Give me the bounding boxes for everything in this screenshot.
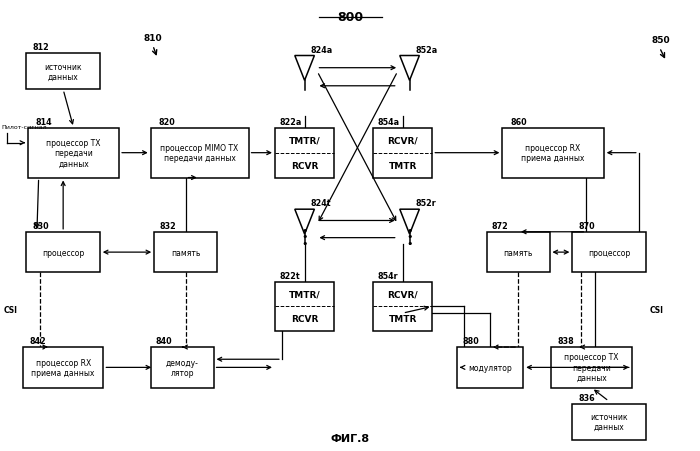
Text: ФИГ.8: ФИГ.8 bbox=[330, 433, 370, 443]
Text: память: память bbox=[503, 248, 533, 257]
Text: 850: 850 bbox=[651, 36, 670, 45]
Text: источник
данных: источник данных bbox=[590, 412, 628, 431]
Text: RCVR/: RCVR/ bbox=[387, 290, 418, 299]
Text: процессор: процессор bbox=[42, 248, 84, 257]
Text: Пилот-сигнал: Пилот-сигнал bbox=[1, 125, 47, 130]
Text: 822t: 822t bbox=[279, 271, 300, 280]
Text: •: • bbox=[301, 232, 308, 242]
Text: •: • bbox=[301, 239, 308, 249]
Bar bbox=[373, 129, 433, 178]
Bar bbox=[23, 347, 104, 388]
Text: демоду-
лятор: демоду- лятор bbox=[166, 358, 199, 377]
Text: процессор TX
передачи
данных: процессор TX передачи данных bbox=[46, 138, 101, 168]
Text: TMTR: TMTR bbox=[389, 315, 416, 323]
Bar bbox=[503, 129, 604, 178]
Text: RCVR: RCVR bbox=[291, 161, 318, 170]
Text: RCVR: RCVR bbox=[291, 315, 318, 323]
Text: процессор RX
приема данных: процессор RX приема данных bbox=[32, 358, 94, 377]
Text: процессор TX
передачи
данных: процессор TX передачи данных bbox=[564, 353, 619, 382]
Text: 814: 814 bbox=[36, 118, 52, 127]
Text: 820: 820 bbox=[158, 118, 175, 127]
Text: 842: 842 bbox=[29, 336, 46, 345]
Text: 854a: 854a bbox=[377, 118, 400, 127]
Text: 870: 870 bbox=[578, 221, 595, 230]
Bar bbox=[27, 232, 100, 273]
Bar bbox=[275, 129, 335, 178]
Text: 838: 838 bbox=[558, 336, 575, 345]
Text: 800: 800 bbox=[337, 11, 363, 24]
Bar bbox=[275, 282, 335, 331]
Text: TMTR: TMTR bbox=[389, 161, 416, 170]
Bar bbox=[486, 232, 550, 273]
Text: процессор: процессор bbox=[588, 248, 630, 257]
Text: 854r: 854r bbox=[377, 271, 398, 280]
Bar bbox=[150, 347, 214, 388]
Text: 824a: 824a bbox=[310, 46, 332, 55]
Text: 840: 840 bbox=[155, 336, 172, 345]
Text: RCVR/: RCVR/ bbox=[387, 137, 418, 145]
Point bbox=[314, 15, 323, 21]
Text: процессор RX
приема данных: процессор RX приема данных bbox=[522, 144, 584, 163]
Text: 830: 830 bbox=[32, 221, 49, 230]
Text: CSI: CSI bbox=[650, 306, 664, 314]
Text: TMTR/: TMTR/ bbox=[289, 137, 321, 145]
Text: 836: 836 bbox=[578, 393, 595, 402]
Text: 832: 832 bbox=[159, 221, 176, 230]
Text: 852a: 852a bbox=[415, 46, 438, 55]
Bar bbox=[457, 347, 524, 388]
Text: 852r: 852r bbox=[415, 199, 436, 208]
Text: •: • bbox=[301, 225, 308, 235]
Text: •: • bbox=[406, 232, 413, 242]
Bar bbox=[27, 54, 100, 90]
Bar bbox=[373, 282, 433, 331]
Text: процессор MIMO TX
передачи данных: процессор MIMO TX передачи данных bbox=[160, 144, 239, 163]
Text: 872: 872 bbox=[491, 221, 508, 230]
Bar bbox=[28, 129, 119, 178]
Bar bbox=[154, 232, 217, 273]
Text: •: • bbox=[406, 239, 413, 249]
Bar bbox=[573, 232, 646, 273]
Bar bbox=[150, 129, 248, 178]
Text: модулятор: модулятор bbox=[468, 363, 512, 372]
Text: •: • bbox=[406, 225, 413, 235]
Text: 824t: 824t bbox=[310, 199, 330, 208]
Text: 880: 880 bbox=[462, 336, 479, 345]
Text: CSI: CSI bbox=[4, 306, 18, 314]
Point bbox=[377, 15, 386, 21]
Text: TMTR/: TMTR/ bbox=[289, 290, 321, 299]
Text: память: память bbox=[171, 248, 200, 257]
Text: 810: 810 bbox=[144, 34, 162, 43]
Text: 860: 860 bbox=[510, 118, 527, 127]
Bar bbox=[552, 347, 632, 388]
Text: 822a: 822a bbox=[279, 118, 302, 127]
Bar bbox=[573, 404, 646, 440]
Text: источник
данных: источник данных bbox=[44, 63, 82, 82]
Text: 812: 812 bbox=[32, 43, 49, 52]
